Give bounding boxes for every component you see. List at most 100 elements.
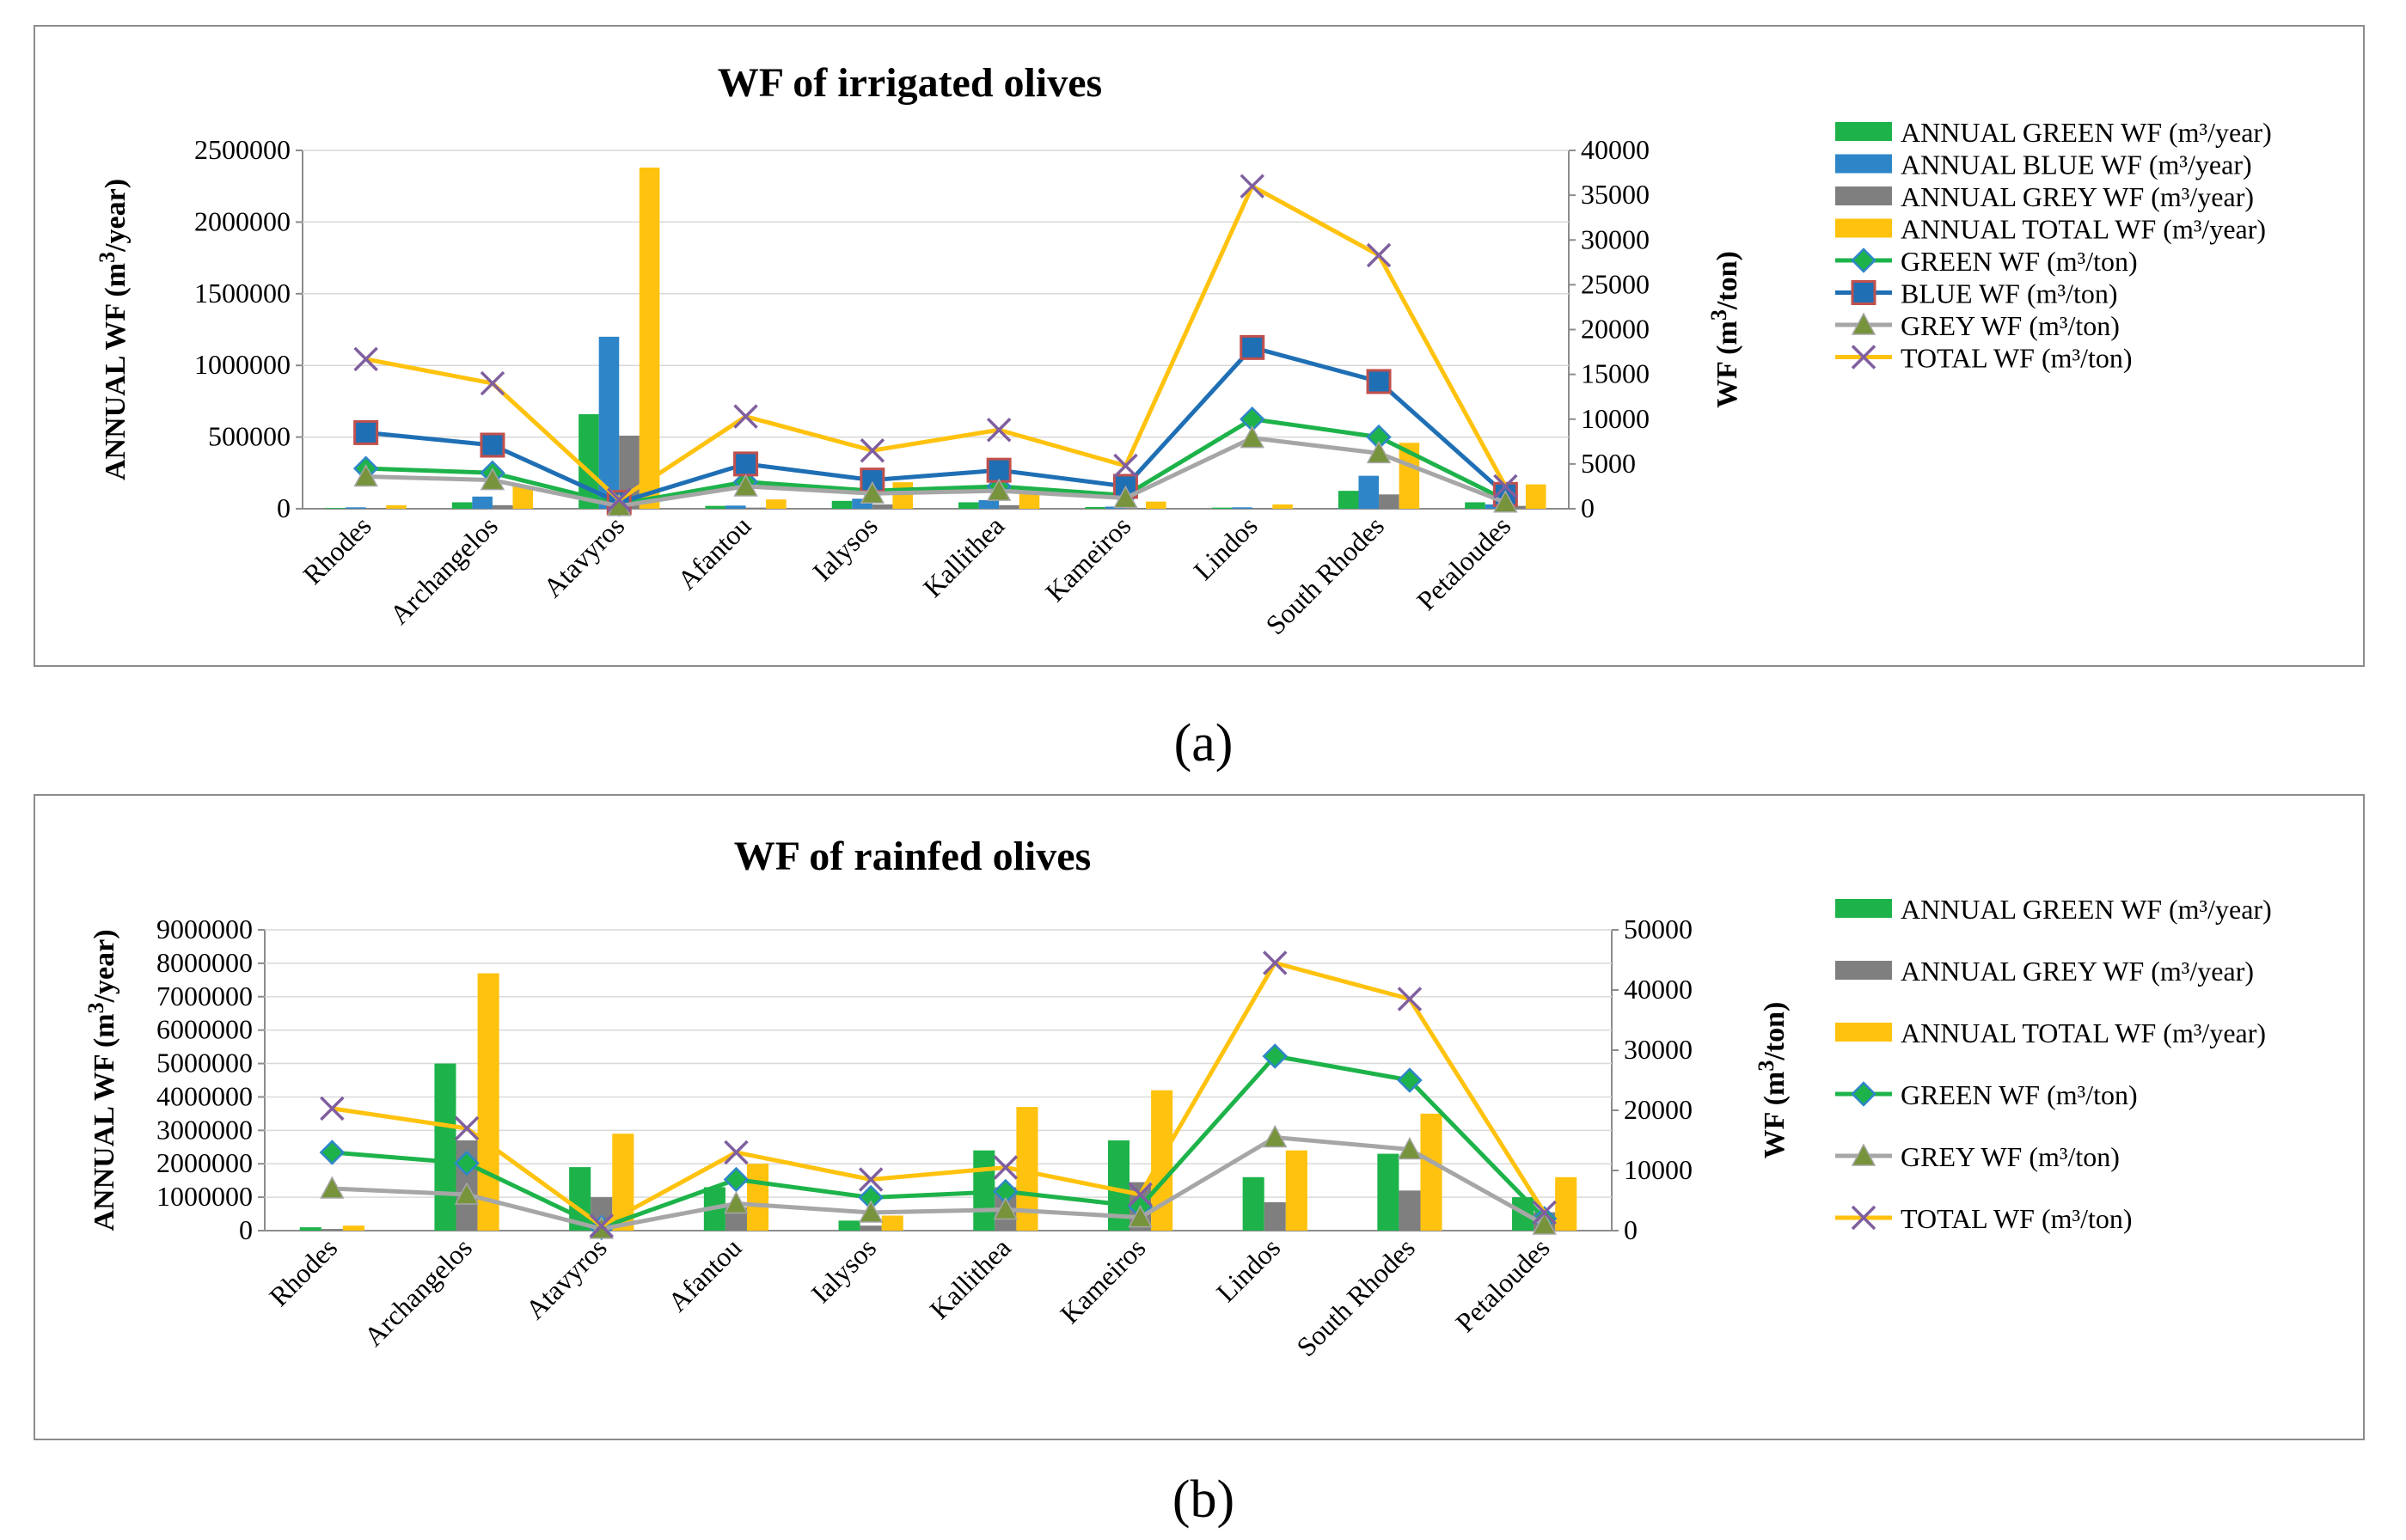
legend-label: ANNUAL TOTAL WF (m³/year)	[1901, 214, 2266, 245]
line-marker	[1128, 1182, 1153, 1207]
line-marker	[1263, 950, 1288, 975]
bar	[1465, 502, 1485, 509]
bar	[1525, 484, 1546, 509]
right-tick-label: 0	[1624, 1214, 1638, 1245]
right-tick-label: 40000	[1581, 134, 1650, 165]
line-series	[365, 417, 1507, 507]
line-marker	[1493, 490, 1518, 513]
chart-frame	[34, 794, 2365, 1440]
bar	[1146, 501, 1166, 509]
bar	[872, 504, 893, 509]
bar	[1085, 506, 1105, 509]
legend-label: ANNUAL GREEN WF (m³/year)	[1901, 894, 2272, 925]
panel-label: (b)	[1172, 1470, 1234, 1529]
bar	[1125, 508, 1147, 509]
bar	[881, 1215, 903, 1231]
right-tick-label: 20000	[1624, 1094, 1693, 1125]
line-marker	[607, 487, 632, 512]
legend-label: GREY WF (m³/ton)	[1901, 1141, 2120, 1172]
bar	[860, 1225, 882, 1231]
line-marker	[1851, 248, 1876, 273]
line-marker	[480, 468, 505, 491]
legend-label: GREEN WF (m³/ton)	[1901, 1079, 2138, 1110]
bar	[1242, 1176, 1264, 1231]
bar	[1285, 1150, 1307, 1231]
line-marker	[480, 432, 505, 458]
line-marker	[319, 1140, 346, 1165]
legend-swatch	[1835, 1023, 1892, 1042]
left-tick-label: 3000000	[156, 1114, 253, 1145]
line-marker	[993, 1196, 1019, 1220]
line-marker	[1851, 1205, 1876, 1231]
legend-label: ANNUAL GREY WF (m³/year)	[1901, 956, 2254, 987]
line-marker	[320, 1096, 345, 1121]
line-series	[365, 436, 1507, 509]
bar	[705, 505, 725, 509]
line-marker	[1397, 987, 1423, 1011]
bar	[1420, 1113, 1442, 1231]
left-tick-label: 4000000	[156, 1080, 253, 1111]
legend: ANNUAL GREEN WF (m³/year)ANNUAL BLUE WF …	[1835, 117, 2272, 374]
line-marker	[1240, 174, 1264, 199]
right-tick-label: 50000	[1624, 914, 1693, 944]
line-marker	[733, 474, 758, 497]
chart-title: WF of rainfed olives	[734, 834, 1092, 879]
left-tick-label: 2000000	[194, 205, 291, 236]
legend-label: ANNUAL BLUE WF (m³/year)	[1901, 150, 2252, 180]
bar	[1377, 1153, 1399, 1231]
bar	[492, 504, 513, 509]
left-tick-label: 1500000	[194, 278, 291, 309]
panel-label: (a)	[1174, 714, 1234, 773]
bar	[892, 482, 913, 509]
line-marker	[986, 457, 1012, 483]
left-axis-label: ANNUAL WF (m3/year)	[83, 929, 120, 1231]
line-marker	[724, 1140, 749, 1165]
line-marker	[1128, 1205, 1153, 1228]
legend: ANNUAL GREEN WF (m³/year) ANNUAL GREY WF …	[1835, 894, 2272, 1234]
bar	[1338, 491, 1359, 509]
left-tick-label: 1000000	[156, 1181, 253, 1212]
line-marker	[1113, 485, 1138, 509]
bar	[325, 508, 346, 509]
line-marker	[1262, 1124, 1288, 1148]
right-tick-label: 0	[1581, 492, 1595, 523]
line-marker	[1493, 474, 1518, 499]
chart-panel-a: WF of irrigated olives 0 500000 1000000 1500…	[34, 25, 2365, 667]
line-marker	[454, 1115, 480, 1141]
line-series	[365, 184, 1508, 503]
legend-swatch	[1835, 961, 1892, 980]
bar	[299, 1227, 321, 1231]
bar	[1232, 507, 1252, 509]
chart-title: WF of irrigated olives	[718, 60, 1102, 106]
bar	[434, 1063, 456, 1231]
left-tick-label: 2500000	[194, 134, 291, 165]
bar	[365, 508, 387, 509]
bar	[1399, 443, 1420, 509]
left-tick-label: 7000000	[156, 981, 253, 1011]
line-marker	[1366, 242, 1392, 268]
line-marker	[1240, 334, 1265, 360]
line-marker	[993, 1155, 1019, 1180]
left-tick-label: 5000000	[156, 1048, 253, 1079]
legend-label: GREEN WF (m³/ton)	[1901, 246, 2138, 277]
line-marker	[986, 418, 1012, 443]
bar	[321, 1229, 343, 1231]
line-marker	[724, 1190, 749, 1214]
legend-swatch	[1835, 899, 1892, 918]
bar	[852, 498, 872, 509]
right-tick-label: 40000	[1624, 974, 1693, 1005]
left-tick-label: 1000000	[194, 349, 291, 380]
legend-swatch	[1835, 154, 1892, 174]
right-tick-label: 10000	[1581, 403, 1650, 434]
line-marker	[1851, 312, 1876, 335]
legend-label: ANNUAL GREY WF (m³/year)	[1901, 181, 2254, 212]
line-marker	[1532, 1200, 1557, 1225]
bar	[978, 499, 1000, 509]
line-marker	[353, 463, 378, 487]
right-tick-label: 30000	[1624, 1034, 1693, 1065]
bar	[831, 500, 853, 509]
line-marker	[454, 1182, 480, 1205]
right-tick-label: 20000	[1581, 314, 1650, 345]
left-axis-label: ANNUAL WF (m3/year)	[95, 179, 132, 480]
